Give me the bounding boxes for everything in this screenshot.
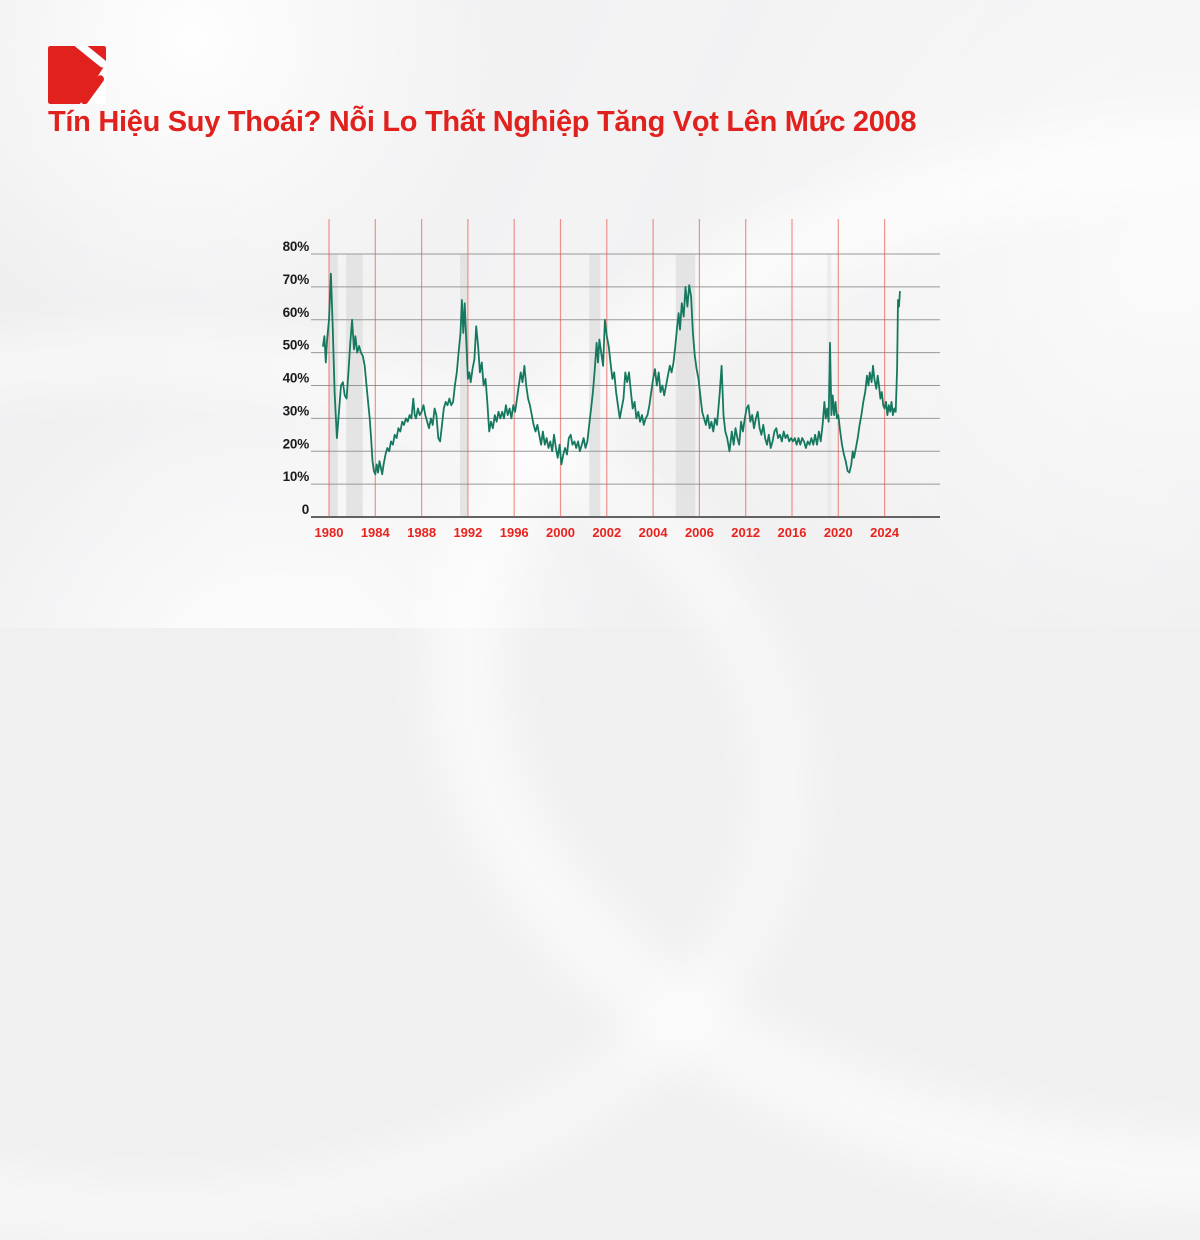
x-tick-label: 1984: [361, 525, 391, 540]
y-tick-label: 70%: [283, 272, 310, 287]
page-title: Tín Hiệu Suy Thoái? Nỗi Lo Thất Nghiệp T…: [48, 106, 917, 138]
y-tick-label: 60%: [283, 305, 310, 320]
brand-logo-icon: [48, 46, 106, 104]
x-tick-label: 1992: [453, 525, 482, 540]
x-tick-label: 2006: [685, 525, 714, 540]
x-tick-label: 2024: [870, 525, 900, 540]
y-tick-label: 30%: [283, 403, 310, 418]
x-tick-label: 2002: [592, 525, 621, 540]
x-tick-label: 1996: [500, 525, 529, 540]
y-tick-label: 40%: [283, 371, 310, 386]
x-tick-label: 2012: [731, 525, 760, 540]
y-tick-label: 10%: [283, 469, 310, 484]
x-tick-label: 2016: [778, 525, 807, 540]
x-tick-label: 2000: [546, 525, 575, 540]
y-tick-label: 80%: [283, 239, 310, 254]
unemployment-fear-line-chart: 0 10% 20% 30% 40% 50% 60% 70% 80% 1980 1984 1988 199…: [283, 219, 940, 540]
y-tick-label: 20%: [283, 436, 310, 451]
x-tick-label: 2004: [639, 525, 669, 540]
y-tick-label: 0: [302, 502, 309, 517]
x-tick-label: 2020: [824, 525, 853, 540]
header: Tín Hiệu Suy Thoái? Nỗi Lo Thất Nghiệp T…: [48, 46, 917, 138]
data-line: [322, 272, 901, 476]
y-tick-label: 50%: [283, 338, 310, 353]
x-tick-label: 1988: [407, 525, 436, 540]
x-tick-label: 1980: [315, 525, 344, 540]
